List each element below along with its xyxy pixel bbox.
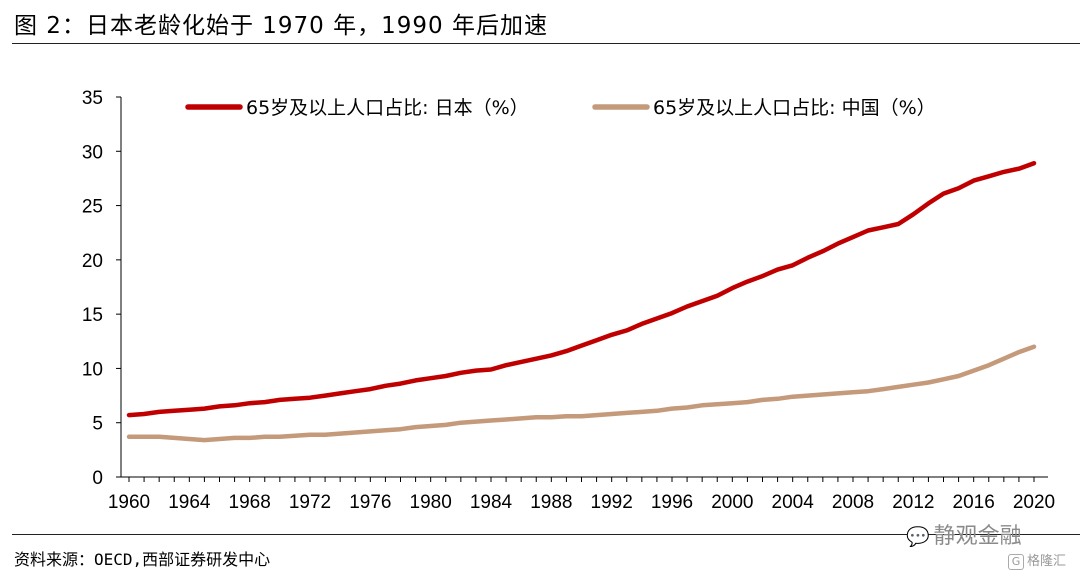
watermark-primary: 💬 静观金融 (906, 518, 1022, 550)
y-tick-label: 10 (82, 359, 103, 380)
y-tick-label: 15 (82, 305, 103, 326)
y-tick-label: 5 (92, 414, 103, 435)
wechat-icon: 💬 (906, 526, 930, 548)
x-tick-label: 2008 (832, 492, 874, 513)
x-tick-label: 1988 (530, 492, 572, 513)
x-tick-label: 1960 (108, 492, 150, 513)
x-tick-label: 1996 (651, 492, 693, 513)
y-tick-label: 25 (82, 197, 103, 218)
x-tick-label: 1992 (591, 492, 633, 513)
watermark-primary-text: 静观金融 (933, 524, 1022, 549)
y-tick-label: 0 (92, 468, 103, 489)
x-tick-label: 2000 (711, 492, 753, 513)
series-line-china (126, 344, 1037, 443)
legend-label: 65岁及以上人口占比: 日本（%） (246, 97, 529, 119)
y-tick-label: 30 (82, 142, 103, 163)
x-tick-label: 1976 (349, 492, 391, 513)
gelonghui-logo-icon: G (1008, 554, 1024, 570)
y-tick-label: 35 (82, 88, 103, 109)
x-tick-label: 2012 (892, 492, 934, 513)
x-tick-label: 2016 (953, 492, 995, 513)
chart-legend: 65岁及以上人口占比: 日本（%） 65岁及以上人口占比: 中国（%） (185, 97, 936, 119)
bottom-rule (12, 534, 1080, 535)
x-tick-label: 1984 (470, 492, 513, 513)
series-layer (126, 160, 1037, 443)
series-line-japan (126, 160, 1037, 418)
legend-label: 65岁及以上人口占比: 中国（%） (653, 97, 936, 119)
figure-title: 图 2：日本老龄化始于 1970 年，1990 年后加速 (14, 13, 548, 39)
top-rule (12, 43, 1080, 44)
x-tick-label: 1972 (289, 492, 331, 513)
x-tick-label: 1964 (168, 492, 211, 513)
source-note: 资料来源：OECD,西部证券研发中心 (14, 550, 271, 569)
y-tick-label: 20 (82, 251, 103, 272)
x-tick-label: 1980 (410, 492, 452, 513)
watermark-secondary-text: 格隆汇 (1027, 554, 1067, 569)
x-tick-label: 2020 (1013, 492, 1055, 513)
x-tick-label: 1968 (229, 492, 271, 513)
watermark-secondary: G 格隆汇 (1008, 550, 1066, 570)
x-tick-label: 2004 (772, 492, 815, 513)
chart-axes: 0 5 10 15 20 25 30 35 1960 1964 1968 1972 1976 1980 19… (82, 88, 1055, 513)
